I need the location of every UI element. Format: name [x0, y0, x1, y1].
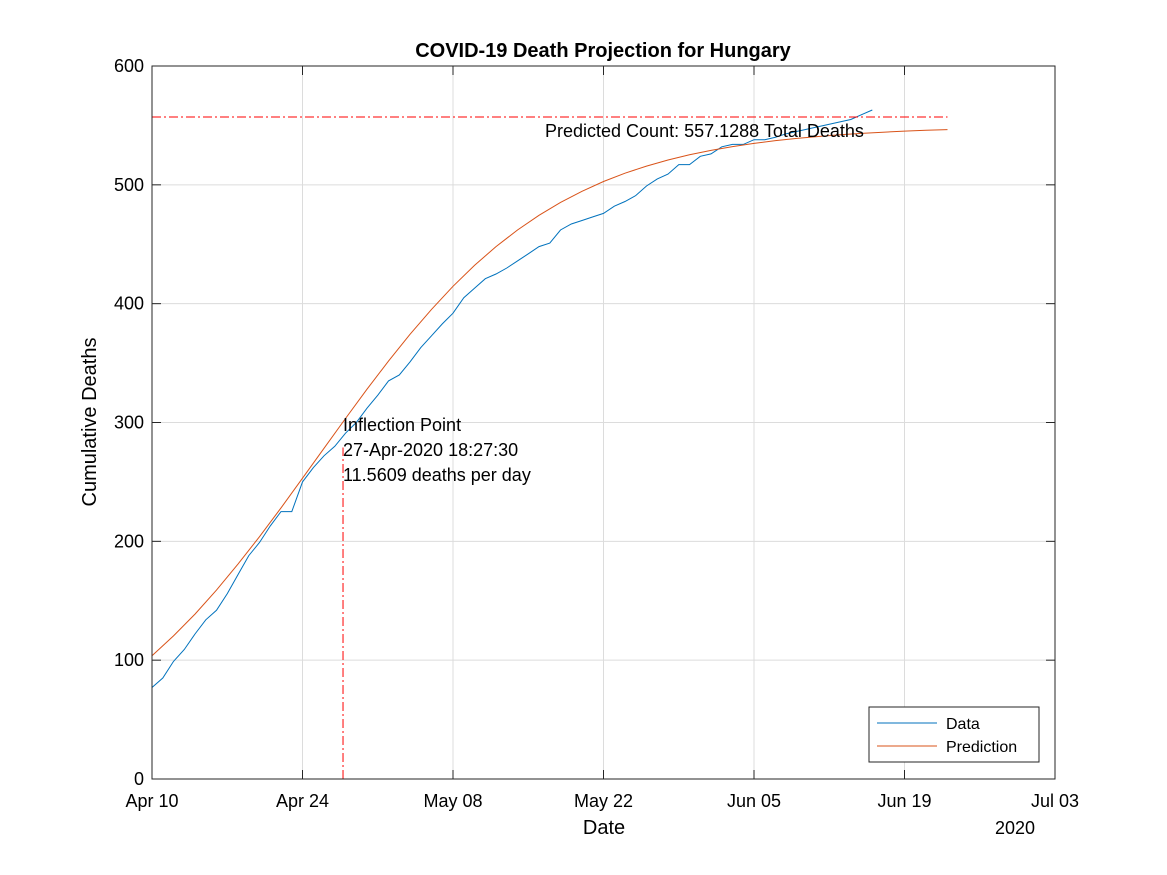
inflection-annotation-date: 27-Apr-2020 18:27:30	[343, 440, 518, 460]
y-tick-label: 600	[114, 56, 144, 76]
y-tick-label: 300	[114, 413, 144, 433]
reference-lines	[152, 116, 948, 779]
legend-prediction-label: Prediction	[946, 739, 1017, 756]
inflection-annotation-rate: 11.5609 deaths per day	[343, 465, 531, 485]
x-tick-label: Jun 19	[877, 791, 931, 811]
x-axis-label: Date	[583, 817, 625, 839]
chart-title: COVID-19 Death Projection for Hungary	[415, 40, 791, 62]
x-tick-label: Apr 10	[125, 791, 178, 811]
inflection-annotation-title: Inflection Point	[343, 415, 461, 435]
series-line-data	[151, 109, 873, 688]
y-tick-label: 0	[134, 769, 144, 789]
legend-data-label: Data	[946, 716, 980, 733]
y-tick-label: 100	[114, 650, 144, 670]
series-layer	[151, 109, 948, 688]
legend: Data Prediction	[868, 706, 1040, 763]
y-axis-label: Cumulative Deaths	[79, 338, 101, 507]
x-tick-label: Jun 05	[727, 791, 781, 811]
x-tick-label: May 08	[423, 791, 482, 811]
y-tick-label: 500	[114, 175, 144, 195]
x-tick-label: Apr 24	[276, 791, 329, 811]
legend-box	[868, 706, 1040, 763]
x-axis-year-label: 2020	[995, 818, 1035, 838]
y-tick-label: 400	[114, 294, 144, 314]
x-tick-label: Jul 03	[1031, 791, 1079, 811]
y-tick-label: 200	[114, 531, 144, 551]
ticks: Apr 10 Apr 24 May 08 May 22 Jun 05 Jun 19 Jul …	[114, 56, 1079, 811]
x-tick-label: May 22	[574, 791, 633, 811]
predicted-count-annotation: Predicted Count: 557.1288 Total Deaths	[545, 121, 864, 141]
series-line-prediction	[151, 129, 948, 657]
